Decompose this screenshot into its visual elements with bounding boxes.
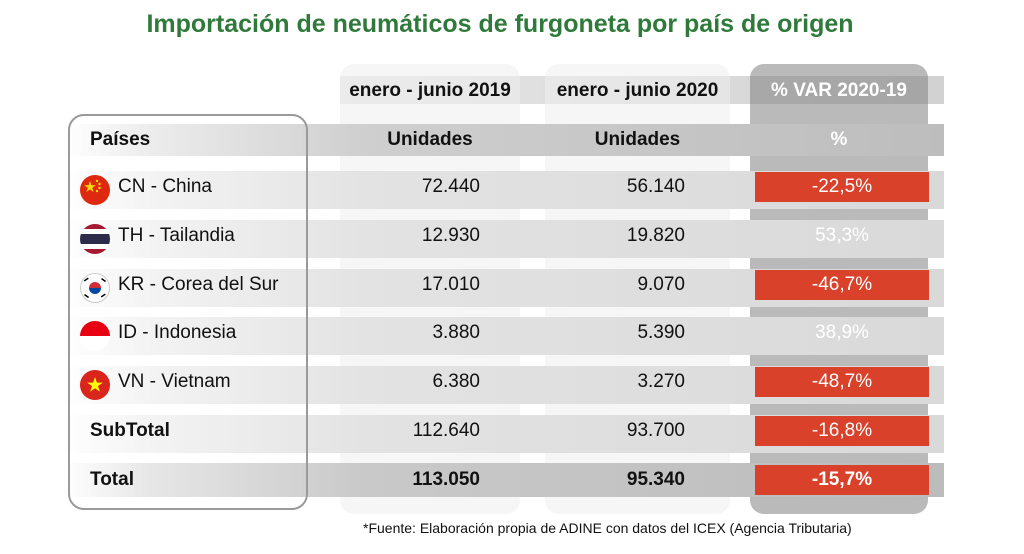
country-label: ID - Indonesia [118, 322, 237, 343]
value-2020: 3.270 [637, 371, 685, 392]
country-label: KR - Corea del Sur [118, 274, 279, 295]
value-2020: 9.070 [637, 274, 685, 295]
value-2019: 3.880 [432, 322, 480, 343]
value-2019: 112.640 [412, 420, 480, 441]
value-2020: 95.340 [626, 469, 685, 490]
china-flag-icon [80, 175, 110, 205]
value-2019: 72.440 [421, 176, 480, 197]
negative-variation-badge [755, 465, 929, 495]
variation-value: -15,7% [811, 469, 873, 490]
south-korea-flag-icon [80, 273, 110, 303]
value-2019: 113.050 [412, 469, 480, 490]
variation-value: -48,7% [811, 371, 873, 392]
variation-value: -46,7% [811, 274, 873, 295]
row-band [62, 317, 944, 355]
vietnam-flag-icon [80, 370, 110, 400]
negative-variation-badge [755, 367, 929, 397]
negative-variation-badge [755, 270, 929, 300]
row-band [62, 220, 944, 258]
thailand-flag-icon [80, 224, 110, 254]
chart-title: Importación de neumáticos de furgoneta p… [146, 10, 854, 38]
value-2019: 6.380 [432, 371, 480, 392]
variation-value: 53,3% [815, 225, 869, 246]
variation-value: -22,5% [811, 176, 873, 197]
indonesia-flag-icon [80, 321, 110, 351]
header-row-band [62, 124, 944, 156]
column-header-percent: % [830, 129, 848, 150]
country-column-frame [68, 114, 308, 510]
country-label: TH - Tailandia [118, 225, 235, 246]
column-header-unidades-2019: Unidades [387, 129, 473, 150]
total-label: Total [90, 469, 134, 490]
column-header-paises: Países [90, 129, 151, 150]
country-label: VN - Vietnam [118, 371, 231, 392]
value-2020: 93.700 [626, 420, 685, 441]
footnote: *Fuente: Elaboración propia de ADINE con… [363, 520, 852, 536]
country-label: CN - China [118, 176, 212, 197]
negative-variation-badge [755, 172, 929, 202]
variation-value: -16,8% [811, 420, 873, 441]
period-header-2020: enero - junio 2020 [556, 80, 719, 101]
variation-value: 38,9% [815, 322, 869, 343]
negative-variation-badge [755, 416, 929, 446]
period-header-2019: enero - junio 2019 [349, 80, 511, 101]
subtotal-label: SubTotal [90, 420, 170, 441]
value-2019: 17.010 [421, 274, 480, 295]
period-header-var: % VAR 2020-19 [771, 80, 907, 101]
value-2019: 12.930 [421, 225, 480, 246]
value-2020: 19.820 [626, 225, 685, 246]
column-header-unidades-2020: Unidades [594, 129, 681, 150]
value-2020: 56.140 [626, 176, 685, 197]
value-2020: 5.390 [637, 322, 685, 343]
